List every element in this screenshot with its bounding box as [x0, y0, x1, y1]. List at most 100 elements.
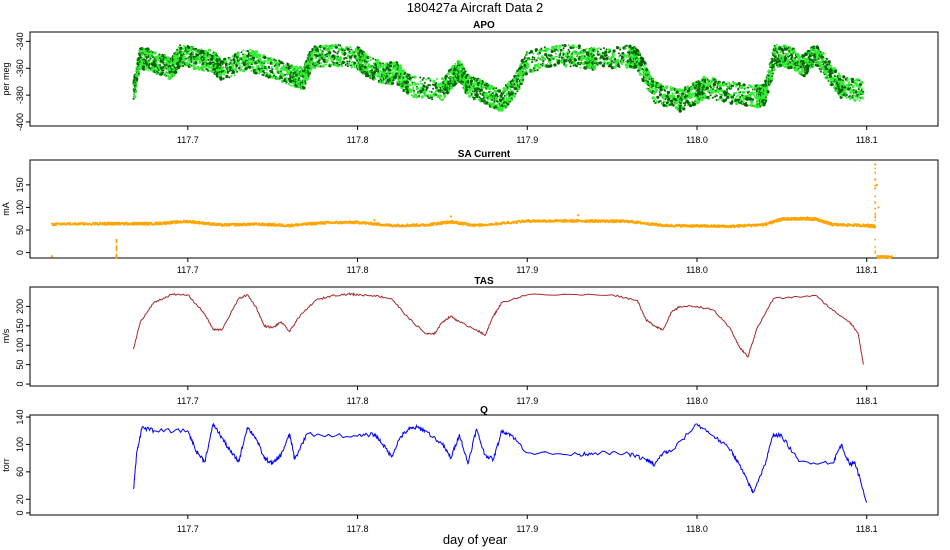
apo-point: [158, 53, 161, 56]
apo-point: [248, 65, 252, 69]
apo-point: [795, 64, 798, 67]
apo-point: [268, 67, 271, 69]
apo-point: [568, 50, 571, 53]
apo-point: [554, 44, 559, 49]
apo-point: [718, 93, 721, 96]
apo-point: [319, 49, 322, 52]
apo-point: [744, 86, 747, 89]
apo-point: [369, 59, 372, 62]
apo-point: [312, 58, 315, 61]
apo-point: [695, 81, 698, 84]
apo-point: [170, 66, 173, 69]
apo-point: [159, 64, 162, 67]
apo-point: [238, 62, 241, 65]
apo-point: [155, 71, 159, 75]
apo-point: [263, 71, 266, 74]
apo-point: [172, 73, 176, 77]
apo-point: [655, 99, 658, 102]
apo-point: [234, 59, 237, 62]
apo-point: [427, 93, 430, 96]
apo-point: [234, 68, 238, 72]
apo-point: [617, 60, 620, 63]
apo-point: [371, 69, 374, 72]
apo-point: [715, 99, 718, 101]
apo-point: [138, 71, 141, 74]
apo-point: [625, 56, 628, 59]
apo-point: [225, 74, 229, 79]
apo-point: [265, 66, 268, 69]
apo-point: [585, 47, 588, 50]
apo-point: [418, 95, 421, 97]
apo-point: [507, 103, 509, 106]
apo-point: [182, 65, 185, 67]
apo-point: [438, 94, 442, 98]
apo-point: [492, 87, 495, 90]
apo-point: [135, 85, 138, 88]
apo-point: [563, 44, 567, 48]
apo-point: [561, 60, 564, 63]
apo-point: [347, 54, 350, 57]
apo-point: [155, 62, 158, 65]
apo-point: [365, 60, 368, 63]
apo-point: [714, 95, 717, 98]
apo-point: [516, 80, 519, 83]
apo-point: [597, 51, 600, 54]
apo-point: [267, 62, 269, 65]
apo-point: [249, 48, 252, 51]
apo-point: [747, 86, 750, 89]
apo-point: [355, 56, 358, 59]
apo-point: [186, 59, 189, 62]
apo-point: [431, 98, 434, 101]
apo-point: [270, 66, 273, 68]
apo-point: [749, 103, 753, 107]
apo-point: [558, 56, 561, 59]
apo-point: [393, 73, 396, 76]
apo-point: [271, 63, 274, 65]
apo-point: [654, 101, 657, 104]
apo-point: [420, 95, 424, 99]
apo-point: [330, 63, 333, 66]
apo-point: [529, 50, 534, 54]
apo-point: [276, 68, 279, 71]
apo-point: [523, 58, 526, 60]
apo-point: [528, 58, 530, 61]
apo-point: [599, 48, 602, 51]
apo-point: [393, 70, 395, 73]
apo-point: [346, 65, 349, 68]
apo-point: [711, 96, 714, 99]
apo-point: [464, 70, 467, 73]
apo-point: [559, 52, 562, 55]
apo-point: [162, 61, 165, 64]
apo-point: [308, 70, 311, 73]
apo-point: [778, 46, 781, 49]
apo-point: [602, 47, 605, 50]
apo-point: [306, 76, 310, 80]
apo-point: [353, 66, 356, 69]
apo-point: [435, 77, 438, 80]
apo-point: [638, 72, 643, 76]
apo-point: [742, 100, 745, 103]
apo-point: [639, 62, 644, 67]
apo-point: [431, 83, 434, 86]
apo-point: [619, 48, 622, 51]
apo-point: [411, 81, 414, 84]
apo-point: [330, 44, 335, 48]
apo-point: [557, 50, 560, 52]
apo-point: [419, 80, 422, 83]
apo-point: [132, 97, 135, 100]
apo-point: [149, 57, 152, 60]
apo-point: [654, 97, 656, 100]
apo-point: [233, 74, 236, 77]
apo-point: [411, 83, 414, 86]
apo-point: [525, 59, 528, 62]
apo-point: [197, 66, 200, 69]
apo-point: [684, 104, 687, 107]
apo-point: [266, 68, 268, 71]
apo-point: [751, 91, 754, 94]
apo-point: [322, 52, 325, 54]
apo-point: [412, 86, 415, 89]
apo-point: [258, 53, 262, 58]
apo-point: [349, 46, 352, 48]
apo-point: [523, 56, 526, 59]
